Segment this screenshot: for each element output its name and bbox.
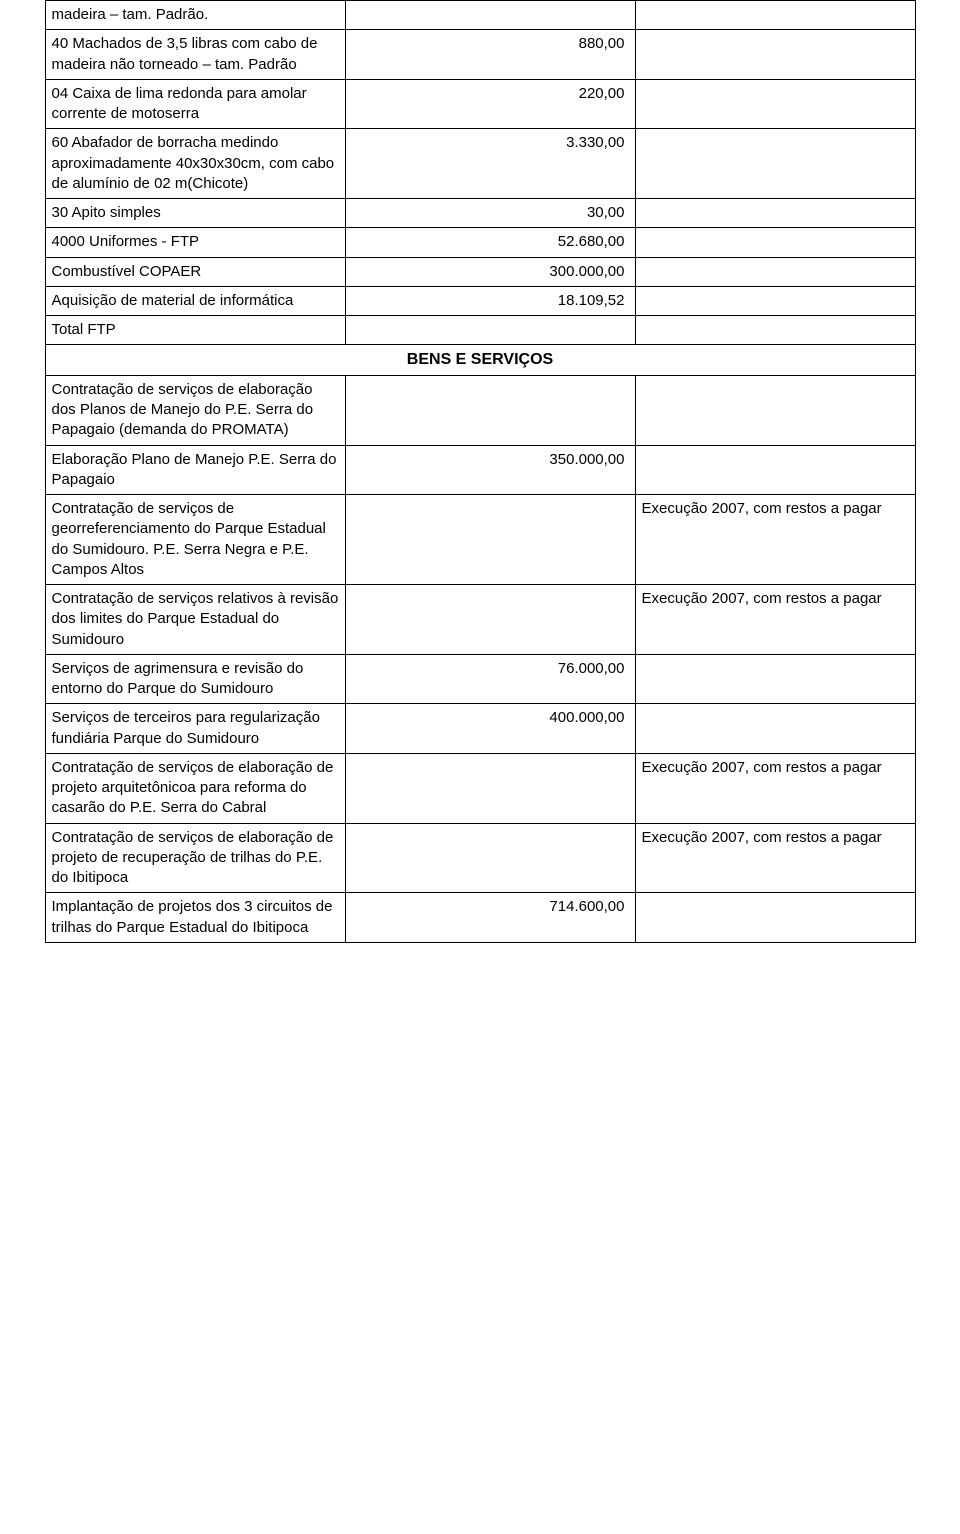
value-cell — [345, 375, 635, 445]
table-row: Combustível COPAER300.000,00 — [45, 257, 915, 286]
note-cell — [635, 654, 915, 704]
description-cell: 04 Caixa de lima redonda para amolar cor… — [45, 79, 345, 129]
description-cell: madeira – tam. Padrão. — [45, 1, 345, 30]
note-cell — [635, 257, 915, 286]
description-cell: Aquisição de material de informática — [45, 286, 345, 315]
description-cell: Contratação de serviços de georreferenci… — [45, 495, 345, 585]
table-row: 40 Machados de 3,5 libras com cabo de ma… — [45, 30, 915, 80]
description-cell: 4000 Uniformes - FTP — [45, 228, 345, 257]
note-cell: Execução 2007, com restos a pagar — [635, 753, 915, 823]
description-cell: Total FTP — [45, 316, 345, 345]
description-cell: Contratação de serviços de elaboração do… — [45, 375, 345, 445]
description-cell: Contratação de serviços de elaboração de… — [45, 823, 345, 893]
note-cell: Execução 2007, com restos a pagar — [635, 585, 915, 655]
table-row: Implantação de projetos dos 3 circuitos … — [45, 893, 915, 943]
description-cell: Serviços de agrimensura e revisão do ent… — [45, 654, 345, 704]
note-cell — [635, 286, 915, 315]
value-cell — [345, 495, 635, 585]
description-cell: Contratação de serviços de elaboração de… — [45, 753, 345, 823]
note-cell — [635, 228, 915, 257]
table-row: 04 Caixa de lima redonda para amolar cor… — [45, 79, 915, 129]
note-cell — [635, 375, 915, 445]
value-cell: 3.330,00 — [345, 129, 635, 199]
value-cell: 714.600,00 — [345, 893, 635, 943]
table-row: Serviços de terceiros para regularização… — [45, 704, 915, 754]
table-row: Contratação de serviços de georreferenci… — [45, 495, 915, 585]
section-header-row: BENS E SERVIÇOS — [45, 345, 915, 376]
note-cell — [635, 704, 915, 754]
description-cell: Combustível COPAER — [45, 257, 345, 286]
value-cell: 400.000,00 — [345, 704, 635, 754]
note-cell — [635, 30, 915, 80]
value-cell: 350.000,00 — [345, 445, 635, 495]
table-row: Total FTP — [45, 316, 915, 345]
value-cell: 300.000,00 — [345, 257, 635, 286]
value-cell — [345, 753, 635, 823]
section-header-cell: BENS E SERVIÇOS — [45, 345, 915, 376]
table-row: 4000 Uniformes - FTP52.680,00 — [45, 228, 915, 257]
note-cell — [635, 129, 915, 199]
description-cell: 60 Abafador de borracha medindo aproxima… — [45, 129, 345, 199]
value-cell: 220,00 — [345, 79, 635, 129]
budget-table: madeira – tam. Padrão.40 Machados de 3,5… — [45, 0, 916, 943]
value-cell: 52.680,00 — [345, 228, 635, 257]
value-cell: 76.000,00 — [345, 654, 635, 704]
table-row: Contratação de serviços de elaboração de… — [45, 823, 915, 893]
table-row: 30 Apito simples30,00 — [45, 199, 915, 228]
value-cell: 30,00 — [345, 199, 635, 228]
description-cell: Elaboração Plano de Manejo P.E. Serra do… — [45, 445, 345, 495]
note-cell — [635, 79, 915, 129]
note-cell — [635, 1, 915, 30]
table-row: Elaboração Plano de Manejo P.E. Serra do… — [45, 445, 915, 495]
table-row: Contratação de serviços de elaboração de… — [45, 753, 915, 823]
description-cell: 40 Machados de 3,5 libras com cabo de ma… — [45, 30, 345, 80]
description-cell: Implantação de projetos dos 3 circuitos … — [45, 893, 345, 943]
note-cell — [635, 316, 915, 345]
table-row: Aquisição de material de informática18.1… — [45, 286, 915, 315]
value-cell: 880,00 — [345, 30, 635, 80]
note-cell — [635, 445, 915, 495]
table-row: 60 Abafador de borracha medindo aproxima… — [45, 129, 915, 199]
description-cell: Contratação de serviços relativos à revi… — [45, 585, 345, 655]
value-cell: 18.109,52 — [345, 286, 635, 315]
description-cell: 30 Apito simples — [45, 199, 345, 228]
value-cell — [345, 823, 635, 893]
table-row: madeira – tam. Padrão. — [45, 1, 915, 30]
note-cell — [635, 893, 915, 943]
note-cell: Execução 2007, com restos a pagar — [635, 495, 915, 585]
table-row: Contratação de serviços relativos à revi… — [45, 585, 915, 655]
table-row: Serviços de agrimensura e revisão do ent… — [45, 654, 915, 704]
value-cell — [345, 316, 635, 345]
value-cell — [345, 585, 635, 655]
table-row: Contratação de serviços de elaboração do… — [45, 375, 915, 445]
description-cell: Serviços de terceiros para regularização… — [45, 704, 345, 754]
note-cell — [635, 199, 915, 228]
value-cell — [345, 1, 635, 30]
note-cell: Execução 2007, com restos a pagar — [635, 823, 915, 893]
